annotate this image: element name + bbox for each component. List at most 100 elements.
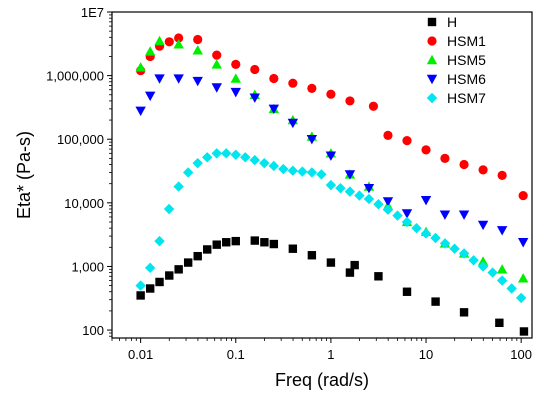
data-point: [269, 239, 279, 249]
data-point: [519, 327, 529, 336]
data-point: [155, 277, 164, 287]
data-point: [230, 87, 241, 98]
data-point: [221, 148, 232, 159]
data-point: [193, 34, 203, 45]
data-point: [496, 226, 508, 236]
data-point: [203, 245, 212, 254]
legend-label: HSM5: [447, 52, 486, 68]
data-point: [515, 292, 527, 304]
data-point: [449, 243, 460, 254]
legend-label: HSM7: [447, 90, 486, 106]
data-point: [154, 235, 165, 247]
data-point: [374, 272, 383, 281]
data-point: [458, 210, 470, 220]
data-point: [136, 291, 145, 300]
data-point: [230, 73, 241, 83]
data-point: [354, 190, 365, 201]
legend-item-h: H: [427, 14, 457, 30]
data-point: [368, 101, 379, 111]
data-point: [335, 182, 346, 194]
data-point: [517, 238, 529, 248]
data-series: [135, 33, 529, 336]
data-point: [278, 163, 289, 175]
data-point: [487, 267, 498, 278]
legend: H HSM1 HSM5 HSM6 HSM7: [426, 14, 486, 106]
data-point: [211, 59, 222, 69]
data-point: [307, 251, 317, 260]
data-point: [431, 297, 440, 306]
data-point: [192, 76, 203, 87]
legend-item-hsm6: HSM6: [426, 71, 486, 87]
data-point: [496, 275, 508, 286]
legend-marker: [426, 92, 438, 104]
data-point: [287, 118, 299, 129]
data-point: [144, 46, 156, 56]
data-point: [212, 50, 222, 60]
x-axis: 0.01 0.1 1 10 100: [111, 338, 532, 362]
data-point: [382, 204, 394, 215]
data-point: [345, 96, 355, 106]
data-point: [144, 262, 156, 274]
data-point: [411, 222, 422, 234]
data-point: [325, 151, 337, 161]
data-point: [383, 130, 393, 140]
data-point: [211, 83, 222, 93]
data-point: [135, 280, 146, 291]
x-axis-title: Freq (rad/s): [275, 370, 369, 390]
data-point: [495, 318, 504, 328]
data-point: [325, 179, 337, 191]
legend-item-hsm7: HSM7: [426, 90, 486, 106]
data-point: [268, 104, 280, 115]
data-point: [240, 152, 251, 163]
data-point: [259, 157, 270, 169]
data-point: [518, 190, 528, 201]
legend-marker: [426, 74, 438, 85]
legend-label: HSM1: [447, 33, 486, 49]
data-point: [288, 78, 298, 88]
series-hsm1: [136, 33, 528, 201]
series-hsm6: [135, 74, 529, 248]
data-point: [193, 251, 202, 261]
data-point: [192, 157, 203, 169]
data-point: [307, 83, 317, 93]
data-point: [439, 210, 451, 220]
data-point: [154, 74, 165, 84]
data-point: [230, 149, 241, 160]
data-point: [231, 236, 240, 246]
data-point: [382, 197, 394, 207]
data-point: [174, 33, 184, 43]
data-point: [306, 135, 318, 145]
data-point: [288, 244, 298, 253]
data-point: [478, 165, 488, 175]
data-point: [135, 106, 146, 116]
data-point: [173, 74, 184, 84]
data-point: [144, 91, 156, 102]
y-tick-label: 1E7: [81, 5, 104, 20]
y-tick-label: 10,000: [64, 196, 104, 211]
y-tick-label: 1,000: [71, 259, 104, 274]
data-point: [401, 216, 413, 228]
data-point: [392, 210, 403, 221]
legend-item-hsm1: HSM1: [427, 33, 486, 49]
data-point: [250, 64, 260, 75]
data-point: [182, 167, 194, 178]
data-point: [249, 93, 260, 103]
data-point: [173, 39, 184, 49]
data-point: [297, 166, 308, 177]
data-point: [222, 238, 231, 247]
data-point: [202, 152, 213, 163]
y-tick-label: 100,000: [57, 132, 104, 147]
legend-label: HSM6: [447, 71, 486, 87]
data-point: [421, 145, 431, 155]
data-point: [250, 236, 259, 245]
data-point: [212, 240, 221, 249]
y-axis: 100 1,000 10,000 100,000 1,000,000 1E7: [46, 5, 112, 338]
y-tick-label: 100: [82, 323, 104, 338]
data-point: [268, 160, 280, 172]
x-tick-label: 0.1: [227, 347, 245, 362]
data-point: [164, 37, 174, 47]
data-point: [174, 265, 183, 274]
data-point: [344, 186, 356, 197]
data-point: [497, 170, 507, 180]
data-point: [496, 264, 508, 274]
